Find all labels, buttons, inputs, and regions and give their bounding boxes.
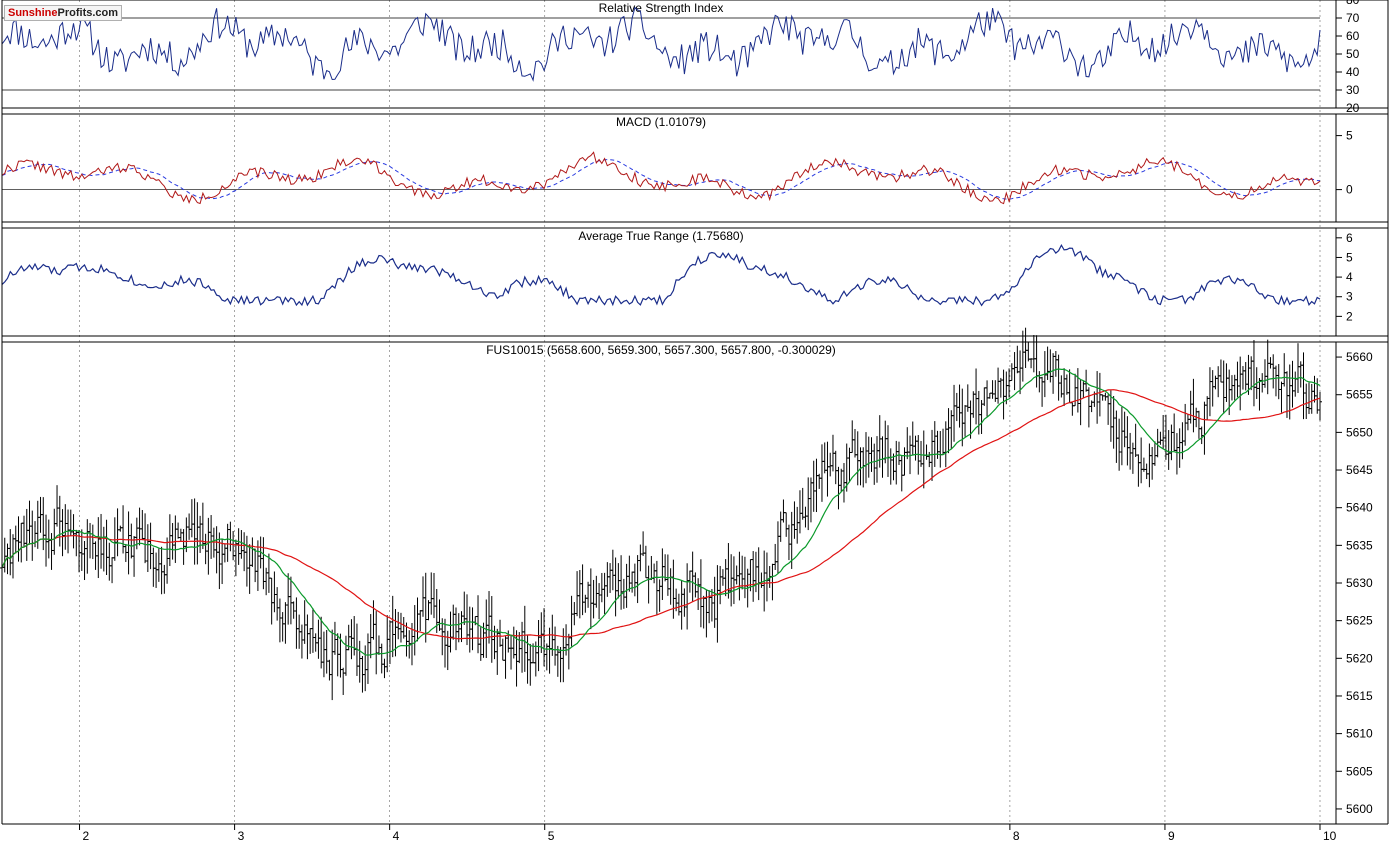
svg-text:Average True Range (1.75680): Average True Range (1.75680): [578, 229, 743, 243]
svg-text:3: 3: [1346, 290, 1353, 304]
watermark-part1: Sunshine: [8, 7, 58, 19]
svg-text:5615: 5615: [1346, 689, 1373, 703]
svg-text:5645: 5645: [1346, 463, 1373, 477]
svg-text:30: 30: [1346, 83, 1360, 97]
svg-text:9: 9: [1168, 829, 1175, 843]
svg-text:5660: 5660: [1346, 350, 1373, 364]
svg-text:2: 2: [1346, 309, 1353, 323]
svg-text:70: 70: [1346, 11, 1360, 25]
svg-text:5: 5: [1346, 129, 1353, 143]
svg-text:5625: 5625: [1346, 614, 1373, 628]
svg-text:5: 5: [548, 829, 555, 843]
svg-text:10: 10: [1323, 829, 1337, 843]
svg-text:5635: 5635: [1346, 538, 1373, 552]
svg-text:5630: 5630: [1346, 576, 1373, 590]
svg-text:5640: 5640: [1346, 501, 1373, 515]
watermark-part2: Profits.com: [58, 7, 119, 19]
watermark-badge: SunshineProfits.com: [4, 5, 122, 21]
svg-text:4: 4: [1346, 270, 1353, 284]
svg-text:6: 6: [1346, 231, 1353, 245]
svg-text:5620: 5620: [1346, 651, 1373, 665]
svg-text:2: 2: [83, 829, 90, 843]
svg-text:20: 20: [1346, 101, 1360, 115]
svg-text:8: 8: [1013, 829, 1020, 843]
svg-text:4: 4: [393, 829, 400, 843]
svg-text:5610: 5610: [1346, 727, 1373, 741]
svg-text:MACD (1.01079): MACD (1.01079): [616, 115, 706, 129]
svg-text:80: 80: [1346, 0, 1360, 7]
svg-text:5: 5: [1346, 250, 1353, 264]
svg-text:60: 60: [1346, 29, 1360, 43]
svg-text:5600: 5600: [1346, 802, 1373, 816]
svg-text:40: 40: [1346, 65, 1360, 79]
svg-text:5650: 5650: [1346, 425, 1373, 439]
svg-text:5605: 5605: [1346, 764, 1373, 778]
svg-text:5655: 5655: [1346, 388, 1373, 402]
svg-text:0: 0: [1346, 183, 1353, 197]
svg-text:50: 50: [1346, 47, 1360, 61]
svg-text:FUS10015 (5658.600, 5659.300,: FUS10015 (5658.600, 5659.300, 5657.300, …: [486, 343, 836, 357]
svg-text:3: 3: [238, 829, 245, 843]
chart-container: 20 30 40 50 60 70 80 Relative Strength Index 0 5 M…: [0, 0, 1390, 844]
svg-text:Relative Strength Index: Relative Strength Index: [599, 1, 724, 15]
chart-svg: 20 30 40 50 60 70 80 Relative Strength Index 0 5 M…: [0, 0, 1390, 844]
